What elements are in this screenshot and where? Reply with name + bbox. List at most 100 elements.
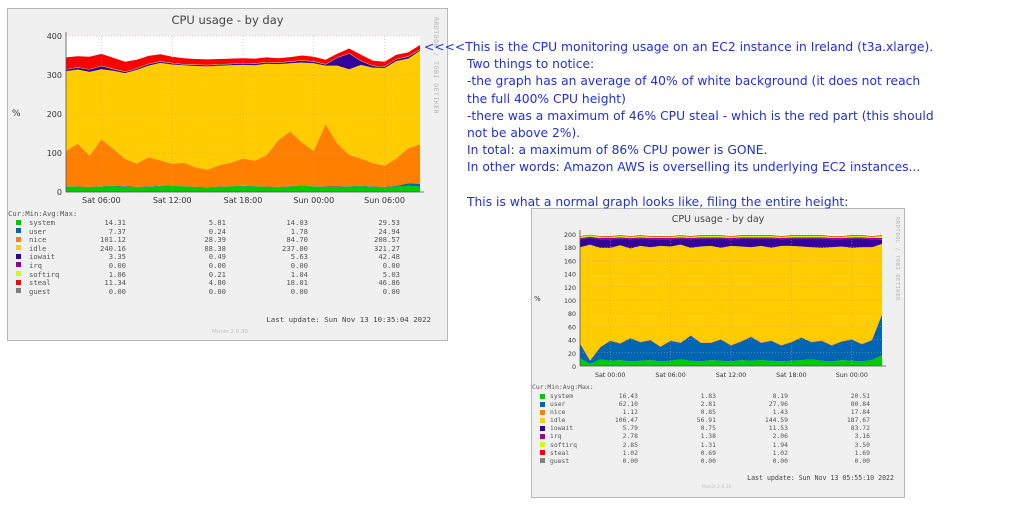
legend-row-steal: steal 11.34 4.80 18.01 46.86 (8, 278, 449, 287)
annotation-line: Two things to notice: (467, 57, 595, 72)
legend-value-avg: 11.53 (768, 424, 788, 433)
legend-value-avg: 1.04 (290, 269, 308, 279)
legend-row-user: user 62.10 2.81 27.96 80.84 (532, 400, 906, 408)
legend-value-cur: 62.10 (618, 400, 638, 409)
x-tick-label: Sun 00:00 (293, 196, 334, 205)
cpu-chart-plot: 0 100 200 300 400 Sat 06:00 Sat 12:00 Sat 18:00… (47, 32, 424, 205)
legend-swatch (540, 433, 545, 439)
legend-swatch (16, 271, 21, 277)
legend-value-min: 1.31 (700, 440, 716, 449)
cpu-chart-panel-t3a: CPU usage - by day RRDTOOL / TOBI OETIKE… (7, 8, 448, 341)
legend-value-cur: 0.00 (108, 286, 126, 296)
series-area-nice (66, 124, 420, 188)
legend-value-max: 17.84 (850, 408, 870, 417)
legend-value-cur: 2.85 (622, 440, 638, 449)
legend-value-min: 1.83 (700, 392, 716, 400)
legend-value-max: 0.00 (854, 456, 870, 465)
legend-value-max: 5.03 (382, 269, 400, 279)
y-tick-label: 100 (47, 149, 62, 158)
legend-column-header: Max: (578, 383, 594, 391)
legend-value-avg: 0.00 (772, 456, 788, 465)
legend-swatch (540, 442, 545, 448)
legend-value-min: 5.81 (208, 218, 226, 227)
legend-value-avg: 14.03 (286, 218, 308, 227)
legend-swatch (16, 288, 21, 294)
legend-value-avg: 8.19 (772, 392, 788, 400)
legend-value-avg: 84.70 (286, 235, 308, 245)
y-tick-label: 40 (568, 338, 576, 345)
legend-value-min: 0.00 (208, 286, 226, 296)
legend-value-avg: 1.02 (772, 448, 788, 457)
annotation-text: <<<<This is the CPU monitoring usage on … (424, 39, 1020, 211)
legend-series-name: user (29, 226, 47, 236)
legend-series-name: steal (550, 448, 570, 457)
legend-value-max: 208.57 (374, 235, 400, 245)
legend-swatch (540, 458, 545, 464)
y-tick-label: 200 (47, 110, 62, 119)
legend-value-min: 0.69 (700, 448, 716, 457)
series-area-idle (66, 50, 420, 170)
legend-series-name: irq (550, 432, 562, 441)
legend-row-guest: guest 0.00 0.00 0.00 0.00 (532, 457, 906, 465)
x-tick-label: Sat 06:00 (82, 196, 121, 205)
legend-value-max: 29.53 (378, 218, 400, 227)
legend-row-user: user 7.37 0.24 1.78 24.94 (8, 227, 449, 236)
legend-value-min: 0.85 (700, 408, 716, 417)
legend-swatch (540, 450, 545, 456)
munin-version: Munin 2.0.30 (212, 329, 248, 335)
y-tick-label: 120 (564, 285, 576, 292)
legend-swatch (16, 219, 21, 225)
legend-series-name: irq (29, 260, 42, 270)
legend-value-cur: 106.47 (614, 416, 638, 425)
annotation-line: <<<<This is the CPU monitoring usage on … (424, 40, 934, 54)
series-area-user (580, 314, 882, 364)
legend-row-nice: nice 1.12 0.85 1.43 17.84 (532, 408, 906, 416)
y-axis-label: % (12, 109, 21, 119)
y-tick-label: 0 (572, 364, 576, 371)
legend-value-avg: 0.00 (290, 286, 308, 296)
legend-series-name: steal (29, 278, 51, 288)
legend-value-max: 83.72 (850, 424, 870, 433)
x-tick-label: Sun 00:00 (836, 372, 868, 379)
y-tick-label: 400 (47, 32, 62, 41)
legend-value-min: 1.38 (700, 432, 716, 441)
legend-value-min: 0.00 (208, 260, 226, 270)
legend-series-name: softirq (550, 440, 577, 449)
x-tick-label: Sun 06:00 (364, 196, 405, 205)
chart-title: CPU usage - by day (171, 13, 284, 27)
y-tick-label: 80 (568, 311, 576, 318)
legend-series-name: iowait (29, 252, 55, 262)
legend-value-avg: 5.63 (290, 252, 308, 262)
x-tick-label: Sat 18:00 (224, 196, 263, 205)
legend-value-cur: 240.16 (100, 243, 126, 253)
x-tick-label: Sat 18:00 (776, 372, 806, 379)
series-area-steal (66, 45, 420, 72)
legend-value-min: 88.38 (204, 243, 226, 253)
annotation-line: -the graph has an average of 40% of whit… (467, 74, 921, 89)
legend-value-cur: 5.79 (622, 424, 638, 433)
legend-column-header: Max: (59, 209, 78, 218)
legend-row-idle: idle 106.47 56.91 144.59 187.67 (532, 416, 906, 424)
legend-series-name: softirq (29, 269, 60, 279)
legend-swatch (16, 253, 21, 259)
legend-row-irq: irq 0.00 0.00 0.00 0.00 (8, 261, 449, 270)
legend-value-min: 0.75 (700, 424, 716, 433)
legend-value-cur: 3.35 (108, 252, 126, 262)
legend-value-min: 0.49 (208, 252, 226, 262)
x-tick-label: Sat 12:00 (716, 372, 746, 379)
y-tick-label: 300 (47, 71, 62, 80)
legend-value-max: 3.16 (854, 432, 870, 441)
legend-value-avg: 237.00 (282, 243, 308, 253)
legend-value-max: 46.86 (378, 278, 400, 288)
legend-column-header: Cur: (532, 383, 548, 391)
legend-value-avg: 1.78 (290, 226, 308, 236)
legend-row-irq: irq 2.78 1.38 2.06 3.16 (532, 432, 906, 440)
legend-value-avg: 1.43 (772, 408, 788, 417)
legend-column-header: Min: (25, 209, 43, 218)
y-tick-label: 160 (564, 258, 576, 265)
legend-value-cur: 7.37 (108, 226, 126, 236)
y-tick-label: 200 (564, 232, 576, 239)
y-axis-label: % (534, 295, 541, 303)
y-tick-label: 180 (564, 245, 576, 252)
legend-value-avg: 1.94 (772, 440, 788, 449)
